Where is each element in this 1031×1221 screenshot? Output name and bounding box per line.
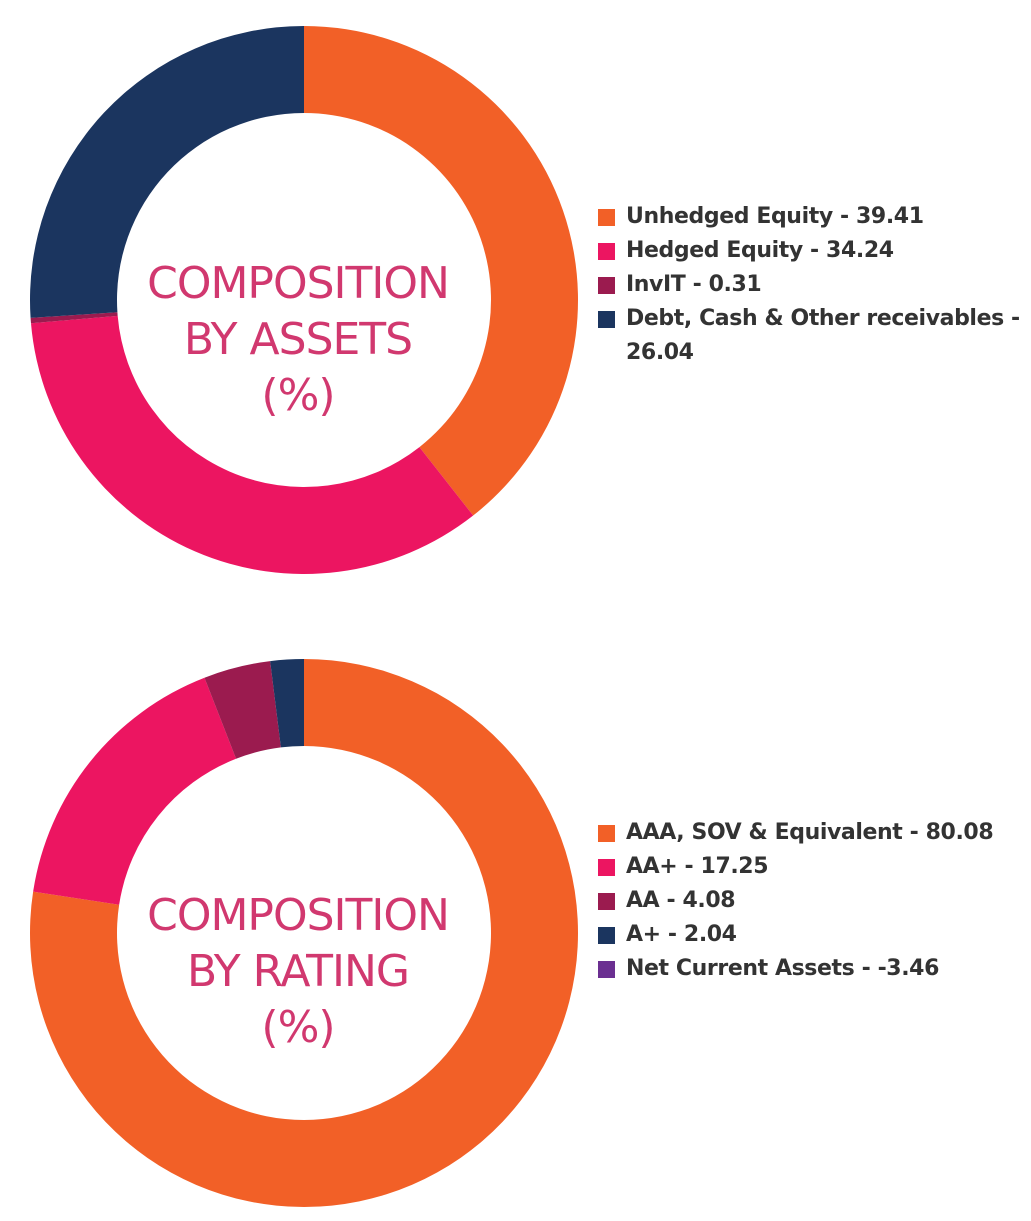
center-title-line: COMPOSITION [147,890,450,941]
chart-composition-by-rating: COMPOSITION BY RATING (%) AAA, SOV & Equ… [0,620,1031,1221]
legend-item-aa: AA - 4.08 [598,884,1028,918]
legend-label: A+ - 2.04 [626,922,737,947]
donut-chart-rating [29,659,578,1207]
legend-label: Debt, Cash & Other receivables - 26.04 [626,306,1020,365]
center-title-line: (%) [261,370,335,421]
legend-item-aa: AA+ - 17.25 [598,850,1028,884]
legend-item-debt-cash-other-receivables: Debt, Cash & Other receivables - 26.04 [598,302,1028,370]
center-title-line: BY RATING [187,946,410,997]
legend-item-net-current-assets: Net Current Assets - -3.46 [598,952,1028,986]
legend-label: Unhedged Equity - 39.41 [626,204,924,229]
slice-hedged-equity [30,315,474,575]
slice-debt-cash-other-receivables [29,26,304,318]
slice-aa [204,661,281,759]
legend-swatch [598,243,615,260]
legend-swatch [598,209,615,226]
center-title-rating: COMPOSITION BY RATING (%) [98,888,498,1056]
legend-swatch [598,825,615,842]
slice-aa [33,677,237,905]
legend-label: InvIT - 0.31 [626,272,762,297]
legend-swatch [598,893,615,910]
legend-label: AA+ - 17.25 [626,854,769,879]
legend-label: AAA, SOV & Equivalent - 80.08 [626,820,994,845]
slice-unhedged-equity [304,26,579,516]
legend-swatch [598,927,615,944]
legend-item-hedged-equity: Hedged Equity - 34.24 [598,234,1028,268]
legend-assets: Unhedged Equity - 39.41 Hedged Equity - 3… [598,200,1028,370]
legend-label: Hedged Equity - 34.24 [626,238,894,263]
donut-chart-assets [29,26,579,575]
center-title-line: COMPOSITION [147,258,450,309]
legend-label: AA - 4.08 [626,888,736,913]
legend-swatch [598,859,615,876]
slice-aaa-sov-equivalent [29,659,578,1207]
slice-invit [30,312,118,324]
legend-item-invit: InvIT - 0.31 [598,268,1028,302]
legend-item-a: A+ - 2.04 [598,918,1028,952]
center-title-line: BY ASSETS [183,314,413,365]
legend-label: Net Current Assets - -3.46 [626,956,939,981]
center-title-line: (%) [261,1002,335,1053]
legend-item-aaa-sov-equivalent: AAA, SOV & Equivalent - 80.08 [598,816,1028,850]
legend-swatch [598,311,615,328]
legend-swatch [598,277,615,294]
slice-a [270,659,304,748]
legend-rating: AAA, SOV & Equivalent - 80.08 AA+ - 17.25… [598,816,1028,986]
center-title-assets: COMPOSITION BY ASSETS (%) [98,256,498,424]
legend-swatch [598,961,615,978]
legend-item-unhedged-equity: Unhedged Equity - 39.41 [598,200,1028,234]
chart-composition-by-assets: COMPOSITION BY ASSETS (%) Unhedged Equit… [0,0,1031,600]
